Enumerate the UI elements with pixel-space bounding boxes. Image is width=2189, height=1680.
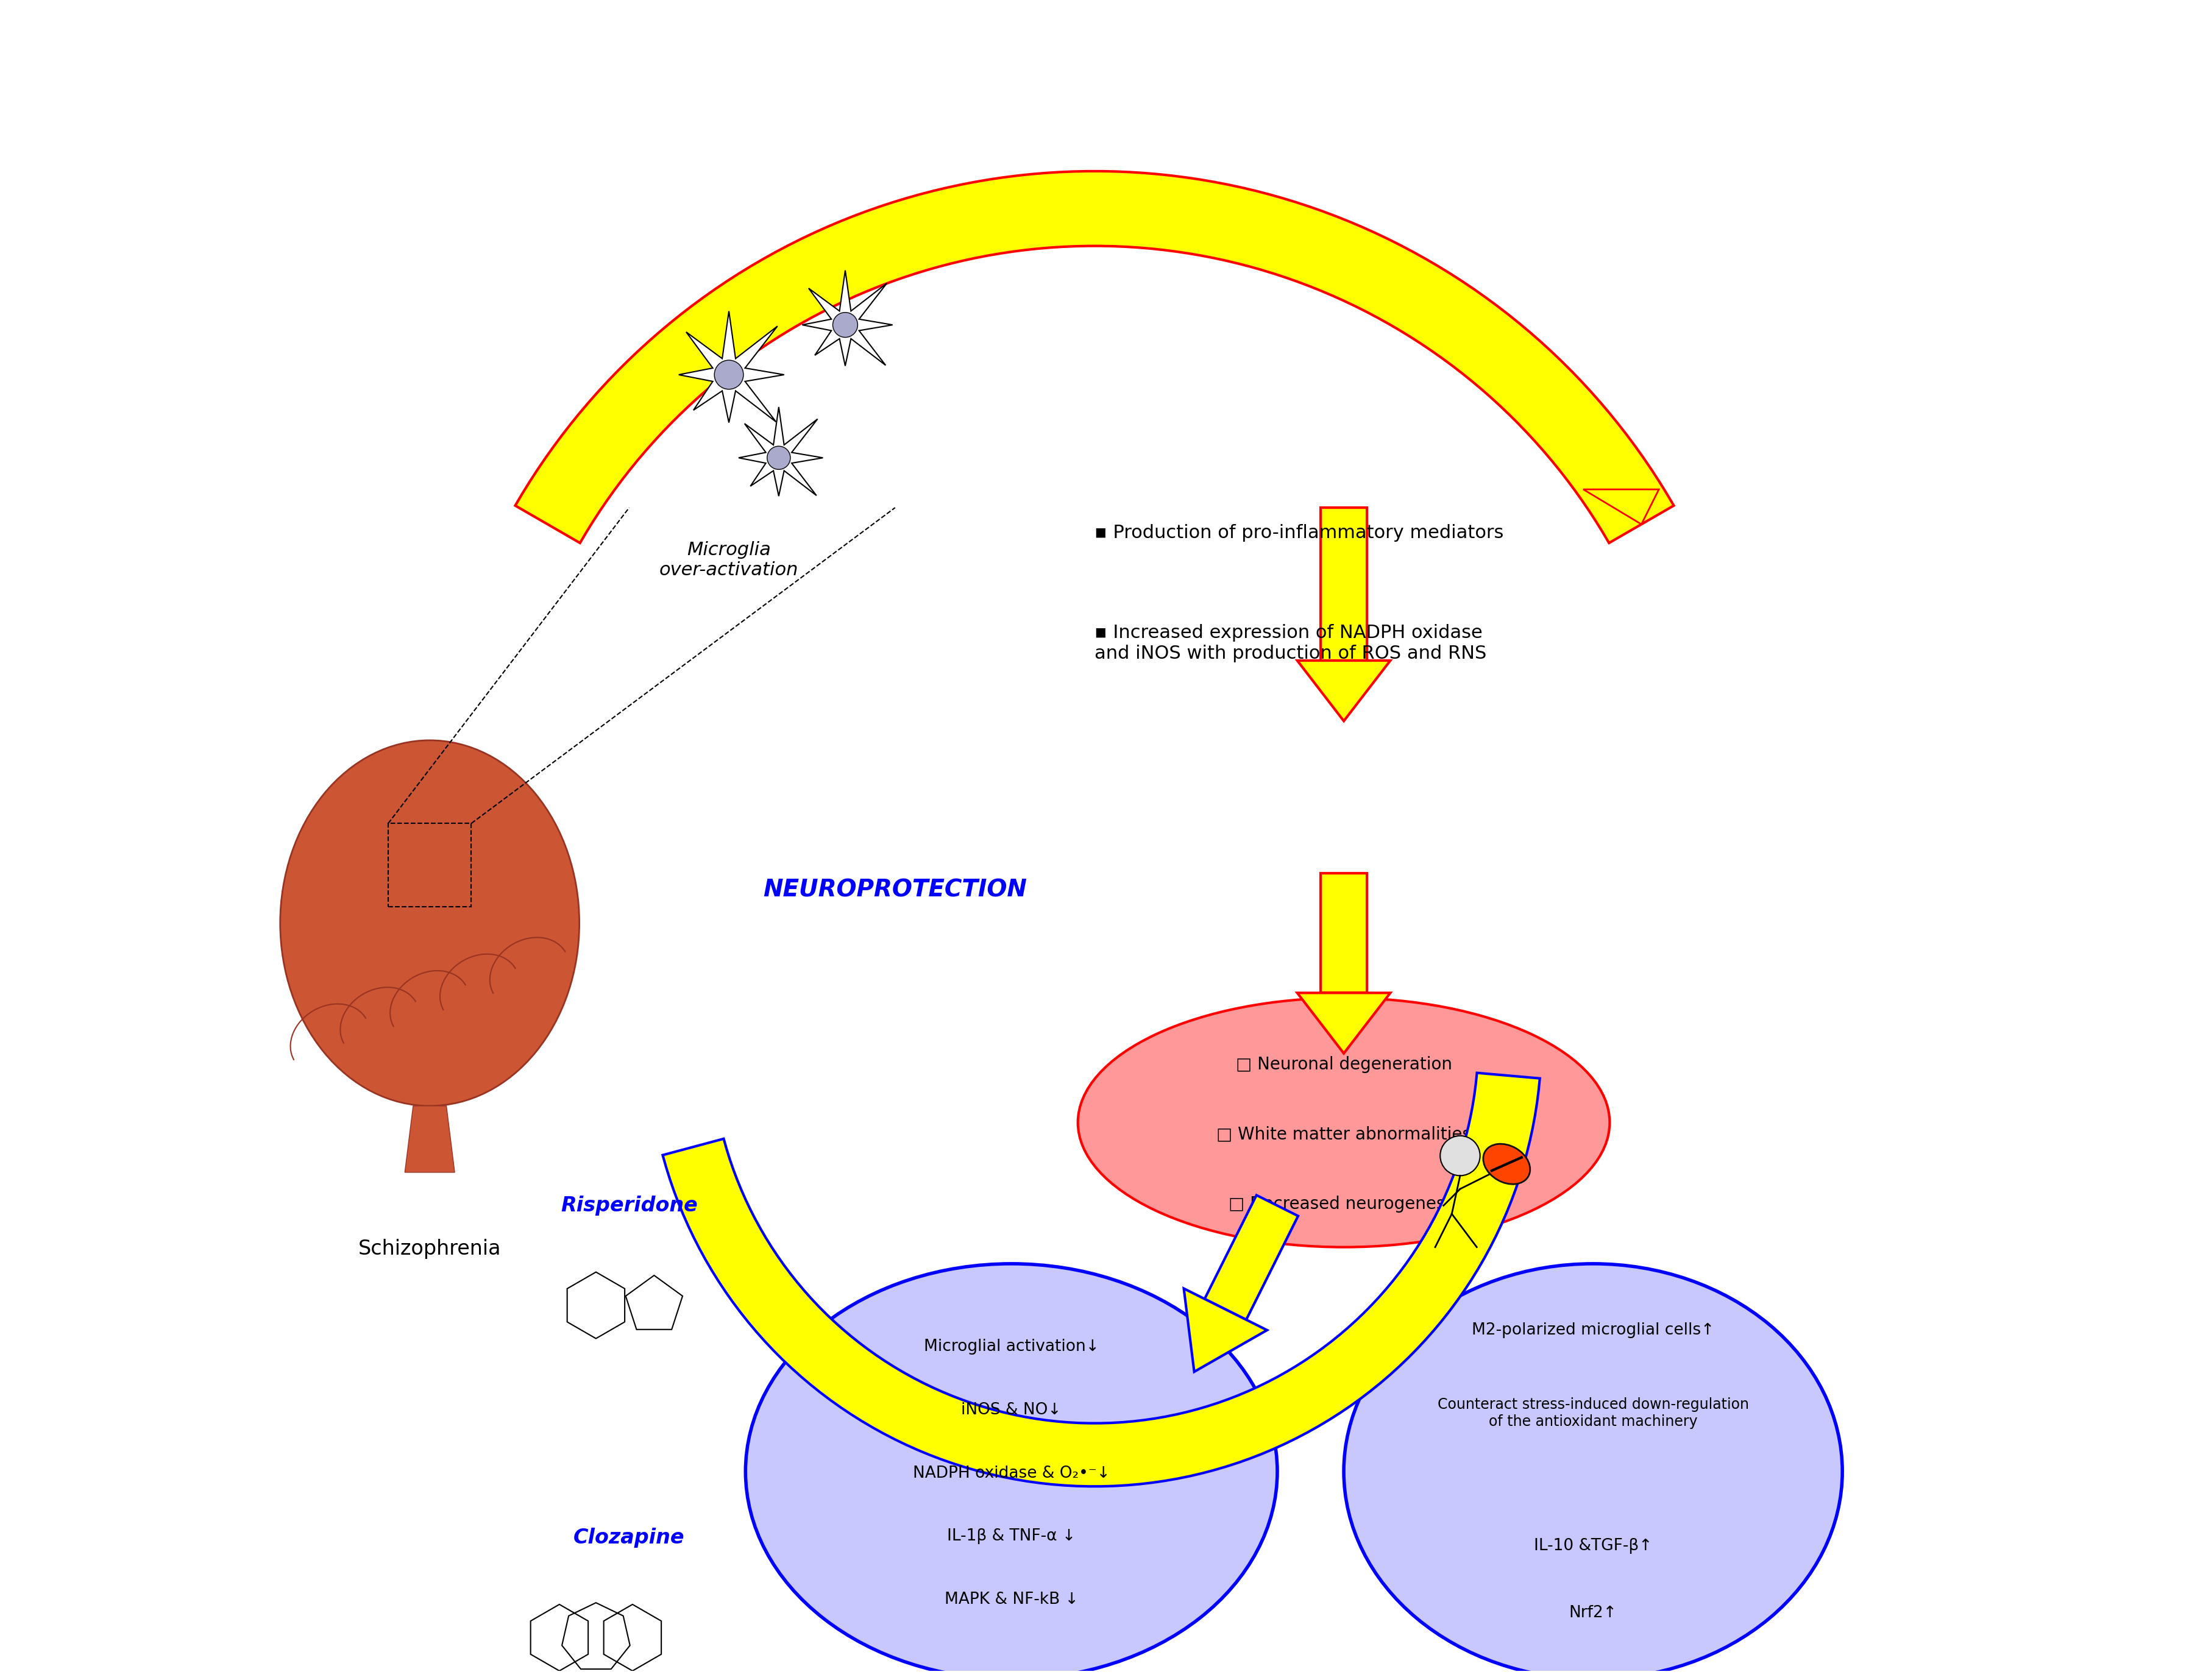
Circle shape (1440, 1136, 1480, 1176)
Polygon shape (1583, 489, 1659, 524)
Text: iNOS & NO↓: iNOS & NO↓ (961, 1403, 1062, 1418)
Text: NADPH oxidase & O₂•⁻↓: NADPH oxidase & O₂•⁻↓ (913, 1465, 1110, 1482)
Text: Counteract stress-induced down-regulation
of the antioxidant machinery: Counteract stress-induced down-regulatio… (1438, 1398, 1749, 1430)
Text: IL-1β & TNF-α ↓: IL-1β & TNF-α ↓ (948, 1529, 1075, 1544)
Text: Schizophrenia: Schizophrenia (359, 1238, 501, 1258)
Polygon shape (679, 311, 784, 423)
Text: IL-10 &TGF-β↑: IL-10 &TGF-β↑ (1534, 1539, 1653, 1554)
Text: NEUROPROTECTION: NEUROPROTECTION (764, 879, 1027, 902)
Polygon shape (1320, 507, 1368, 660)
Polygon shape (1204, 1194, 1298, 1320)
Text: ▪ Increased expression of NADPH oxidase
and iNOS with production of ROS and RNS: ▪ Increased expression of NADPH oxidase … (1094, 623, 1486, 662)
Polygon shape (1298, 993, 1390, 1053)
Ellipse shape (1077, 998, 1609, 1247)
Polygon shape (738, 407, 823, 496)
Polygon shape (1184, 1289, 1267, 1373)
Polygon shape (514, 171, 1675, 543)
Ellipse shape (832, 312, 858, 338)
Ellipse shape (280, 741, 580, 1105)
Text: □ Decreased neurogenesis: □ Decreased neurogenesis (1228, 1196, 1458, 1213)
Polygon shape (663, 1074, 1539, 1487)
Polygon shape (405, 1105, 455, 1173)
Text: □ Neuronal degeneration: □ Neuronal degeneration (1235, 1057, 1451, 1074)
Text: MAPK & NF-kB ↓: MAPK & NF-kB ↓ (943, 1591, 1079, 1608)
Ellipse shape (766, 447, 790, 469)
Polygon shape (1298, 660, 1390, 721)
Text: Nrf2↑: Nrf2↑ (1570, 1604, 1618, 1621)
Text: □ White matter abnormalities: □ White matter abnormalities (1217, 1126, 1471, 1142)
Ellipse shape (714, 360, 744, 390)
Ellipse shape (1344, 1263, 1843, 1680)
Text: Microglia
over-activation: Microglia over-activation (659, 541, 799, 580)
Text: ▪ Production of pro-inflammatory mediators: ▪ Production of pro-inflammatory mediato… (1094, 524, 1504, 543)
Ellipse shape (746, 1263, 1278, 1680)
Text: Clozapine: Clozapine (574, 1527, 685, 1547)
Polygon shape (801, 270, 893, 366)
Ellipse shape (1484, 1144, 1530, 1184)
Text: Risperidone: Risperidone (560, 1196, 698, 1216)
Polygon shape (1320, 874, 1368, 993)
Text: Microglial activation↓: Microglial activation↓ (924, 1339, 1099, 1354)
Text: M2-polarized microglial cells↑: M2-polarized microglial cells↑ (1471, 1322, 1714, 1339)
